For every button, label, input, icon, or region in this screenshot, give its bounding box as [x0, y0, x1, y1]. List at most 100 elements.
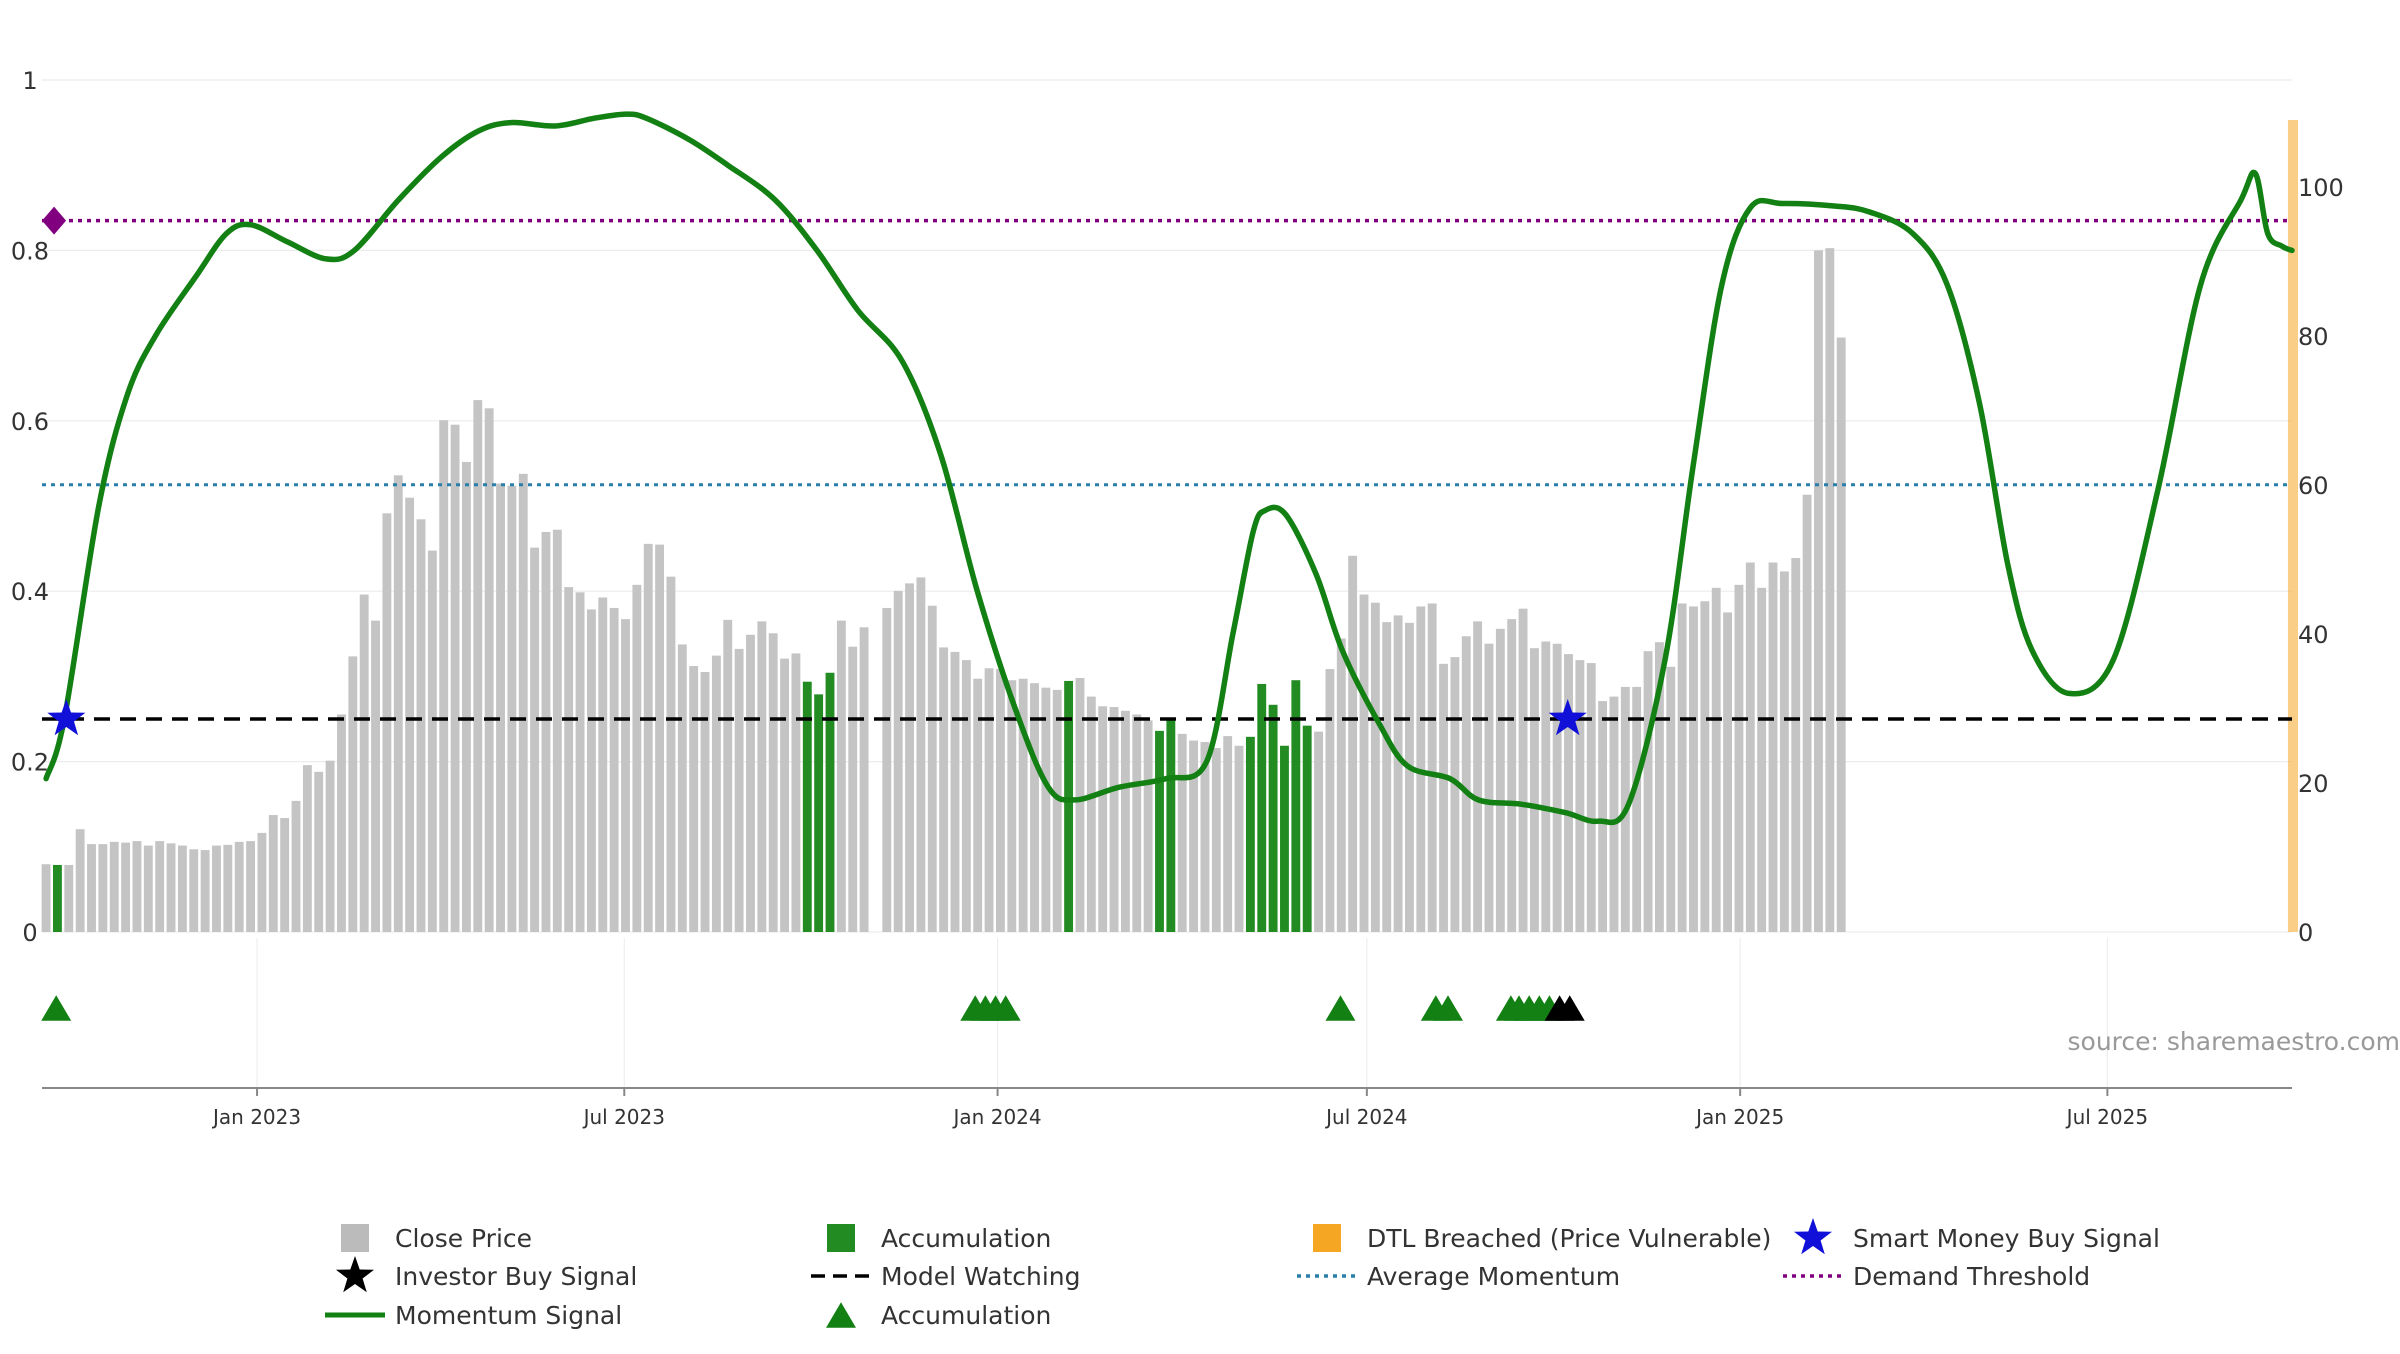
close-price-bar	[212, 846, 221, 932]
accumulation-bar	[1303, 726, 1312, 932]
close-price-bar	[689, 666, 698, 932]
close-price-bar	[1507, 619, 1516, 932]
accumulation-bar	[814, 694, 823, 932]
accumulation-bar	[1269, 705, 1278, 932]
close-price-bar	[178, 846, 187, 932]
left-tick-label: 0	[22, 919, 37, 947]
close-price-bar	[882, 608, 891, 932]
close-price-bar	[496, 484, 505, 932]
close-price-bar	[1780, 571, 1789, 932]
close-price-bar	[1837, 338, 1846, 932]
dtl-breached-band	[2288, 120, 2298, 932]
close-price-bar	[644, 544, 653, 932]
investor-legend-star	[336, 1256, 374, 1292]
close-price-bar	[394, 475, 403, 932]
close-price-bar	[894, 591, 903, 932]
close-price-bar	[530, 548, 539, 932]
close-price-bar	[507, 486, 516, 932]
close-price-bar	[1746, 563, 1755, 932]
close-price-bar	[837, 621, 846, 932]
close-price-bar	[155, 841, 164, 932]
dtl-legend-label: DTL Breached (Price Vulnerable)	[1367, 1224, 1771, 1253]
close-price-bar	[133, 841, 142, 932]
close-price-bar	[257, 833, 266, 932]
close-price-bar	[667, 577, 676, 932]
close-price-bar	[121, 843, 130, 932]
close-price-bar	[292, 801, 301, 932]
close-price-bar	[360, 595, 369, 932]
close-price-bar	[848, 647, 857, 932]
accumulation-triangle	[1325, 995, 1355, 1021]
close-price-bar	[746, 635, 755, 932]
close-price-bar	[1405, 623, 1414, 932]
close-price-bar	[587, 609, 596, 932]
x-tick-label: Jan 2023	[211, 1105, 301, 1129]
close-price-bar	[1076, 678, 1085, 932]
right-tick-label: 40	[2298, 621, 2329, 649]
investor-legend-label: Investor Buy Signal	[395, 1262, 637, 1291]
close-legend-swatch	[341, 1224, 369, 1252]
avgmom-legend-label: Average Momentum	[1367, 1262, 1620, 1291]
close-price-bar	[428, 551, 437, 932]
close-price-bar	[1132, 714, 1141, 932]
momentum-legend-label: Momentum Signal	[395, 1301, 622, 1330]
left-tick-label: 0.6	[11, 408, 49, 436]
close-price-bar	[598, 598, 607, 932]
close-price-bar	[371, 621, 380, 932]
close-price-bar	[1530, 648, 1539, 932]
close-price-bar	[303, 765, 312, 932]
close-price-bar	[1041, 688, 1050, 932]
accum-tri-legend-label: Accumulation	[881, 1301, 1051, 1330]
close-price-bar	[280, 818, 289, 932]
close-price-bar	[542, 532, 551, 932]
close-price-bar	[1598, 701, 1607, 932]
close-price-bars	[42, 248, 1846, 932]
close-price-bar	[1053, 690, 1062, 932]
right-tick-label: 100	[2298, 174, 2344, 202]
close-price-bar	[1791, 558, 1800, 932]
close-price-bar	[42, 864, 51, 932]
close-price-bar	[701, 672, 710, 932]
dtl-legend-swatch	[1313, 1224, 1341, 1252]
close-price-bar	[201, 850, 210, 932]
accumulation-bar	[1246, 737, 1255, 932]
demand-diamond	[42, 207, 66, 235]
close-price-bar	[1462, 636, 1471, 932]
close-price-bar	[632, 585, 641, 932]
close-price-bar	[1439, 664, 1448, 932]
close-price-bar	[1144, 720, 1153, 932]
accumulation-bar	[826, 673, 835, 932]
close-price-bar	[610, 608, 619, 932]
close-price-bar	[1610, 697, 1619, 932]
close-price-bar	[417, 519, 426, 932]
x-tick-label: Jul 2024	[1324, 1105, 1407, 1129]
close-price-bar	[405, 498, 414, 932]
close-price-bar	[269, 815, 278, 932]
close-price-bar	[223, 845, 232, 932]
close-price-bar	[1678, 603, 1687, 932]
dtl-band	[2288, 120, 2298, 932]
close-price-bar	[1098, 706, 1107, 932]
close-price-bar	[1337, 638, 1346, 932]
close-price-bar	[98, 844, 107, 932]
close-price-bar	[905, 583, 914, 932]
close-price-bar	[1087, 697, 1096, 932]
close-price-bar	[110, 842, 119, 932]
close-price-bar	[735, 649, 744, 932]
source-note: source: sharemaestro.com	[2068, 1027, 2400, 1056]
close-price-bar	[939, 647, 948, 932]
close-price-bar	[189, 849, 198, 932]
close-price-bar	[1382, 622, 1391, 932]
close-price-bar	[1712, 588, 1721, 932]
close-price-bar	[1189, 741, 1198, 932]
accum-bar-legend-swatch	[827, 1224, 855, 1252]
accumulation-bar	[1166, 720, 1175, 932]
close-price-bar	[1575, 660, 1584, 932]
close-price-bar	[973, 679, 982, 932]
close-price-bar	[1666, 667, 1675, 932]
close-price-bar	[485, 408, 494, 932]
close-legend-label: Close Price	[395, 1224, 532, 1253]
accumulation-triangle	[41, 995, 71, 1021]
